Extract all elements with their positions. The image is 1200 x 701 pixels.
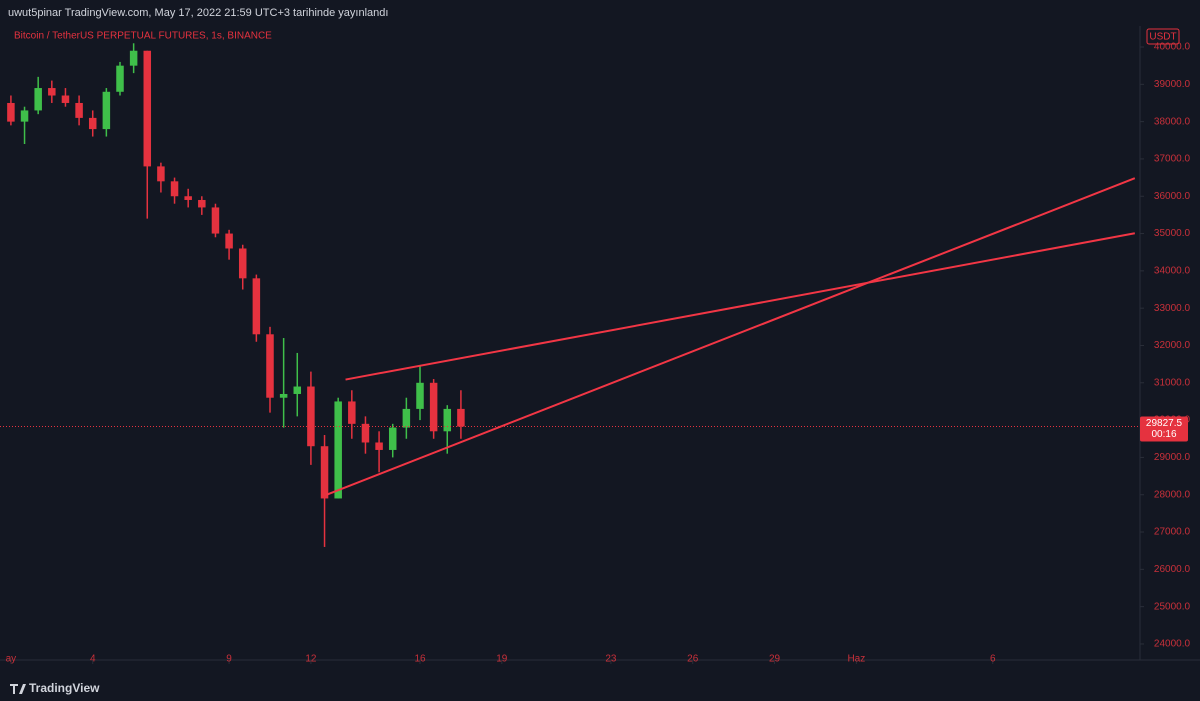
candle-body [266,334,274,398]
candle-body [61,95,70,103]
x-tick-label: 29 [769,654,781,665]
candle-body [388,427,397,450]
footer-brand: TradingView [29,681,100,695]
candle-body [375,442,383,450]
candle-body [7,102,15,122]
trend-line [345,232,1136,381]
candle-body [334,401,342,499]
y-tick-label: 26000.0 [1154,564,1191,575]
y-tick-label: 39000.0 [1154,79,1191,90]
header-title: uwut5pinar TradingView.com, May 17, 2022… [8,7,388,19]
trend-line [326,177,1136,496]
candle-body [75,102,83,118]
y-tick-label: 31000.0 [1154,377,1191,388]
candle-body [348,401,356,424]
x-tick-label: 23 [605,654,617,665]
currency: USDT [1149,32,1176,43]
candle-body [307,386,315,447]
y-tick-label: 35000.0 [1154,228,1191,239]
candle-body [20,110,29,122]
x-tick-label: 12 [305,654,317,665]
y-tick-label: 28000.0 [1154,489,1191,500]
y-tick-label: 40000.0 [1154,42,1191,53]
chart-title: Bitcoin / TetherUS PERPETUAL FUTURES, 1s… [14,31,272,42]
candle-body [279,393,288,398]
y-tick-label: 37000.0 [1154,154,1191,165]
y-tick-label: 24000.0 [1154,639,1191,650]
candle-body [416,382,424,409]
x-tick-label: 16 [414,654,426,665]
x-tick-label: ay [6,654,17,665]
candle-body [34,88,42,111]
countdown: 00:16 [1151,429,1176,440]
logo [10,684,26,694]
candle-body [252,278,261,335]
candle-body [320,446,329,499]
candle-body [443,408,452,432]
price-axis [1140,26,1200,660]
last-price-box [1140,416,1188,442]
candle-body [102,91,111,130]
candle-body [170,181,179,197]
candle-body [238,248,247,279]
last-price-label: 29827.5 [1146,418,1183,429]
candle-body [225,233,233,249]
currency-box [1146,28,1180,45]
candle-body [143,50,152,167]
candle-body [402,408,411,428]
y-tick-label: 27000.0 [1154,527,1191,538]
x-tick-label: 19 [496,654,508,665]
y-tick-label: 32000.0 [1154,340,1191,351]
plot [0,43,1140,547]
x-tick-label: 4 [90,654,96,665]
x-tick-label: 6 [990,654,996,665]
candle-body [361,423,370,443]
candle-body [88,117,97,130]
y-tick-label: 34000.0 [1154,266,1191,277]
candle-body [116,65,124,92]
header-bar [0,0,1200,26]
y-tick-label: 36000.0 [1154,191,1191,202]
candle-body [198,199,206,208]
footer [0,672,1200,701]
x-tick-label: 9 [226,654,232,665]
y-tick-label: 29000.0 [1154,452,1191,463]
candle-body [184,196,192,200]
candle-body [129,50,138,66]
y-tick-label: 33000.0 [1154,303,1191,314]
y-tick-label: 25000.0 [1154,601,1191,612]
candle-body [211,207,220,234]
candle-body [157,166,165,182]
candle-body [293,386,302,394]
candle-body [48,88,56,96]
y-tick-label: 38000.0 [1154,116,1191,127]
candle-body [457,408,465,427]
candle-body [429,382,438,432]
x-tick-label: Haz [847,654,865,665]
x-tick-label: 26 [687,654,699,665]
